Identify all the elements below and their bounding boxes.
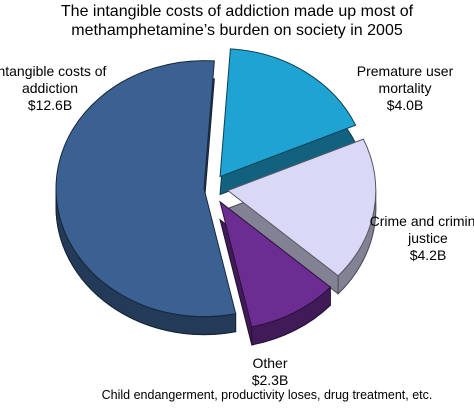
- category-label: Other: [252, 355, 288, 371]
- slice: [55, 60, 237, 318]
- slice-label: Premature user mortality $4.0B: [340, 63, 470, 114]
- note: Child endangerment, productivity loses, …: [101, 388, 433, 402]
- slice-label: Other $2.3B: [205, 355, 335, 389]
- chart-title: The intangible costs of addiction made u…: [60, 3, 414, 39]
- category-label: Intangible costs of addiction: [0, 63, 107, 96]
- slice: [219, 48, 357, 178]
- value-label: $2.3B: [251, 372, 289, 388]
- slice: [226, 138, 377, 277]
- value-label: $4.0B: [386, 97, 424, 113]
- category-label: Crime and criminal justice: [369, 213, 474, 246]
- value-label: $4.2B: [409, 247, 447, 263]
- slice-label: Crime and criminal justice$4.2B: [363, 213, 474, 264]
- value-label: $12.6B: [27, 97, 73, 113]
- slice: [219, 200, 332, 328]
- category-label: Premature user mortality: [356, 63, 454, 96]
- slice-label: Intangible costs of addiction $12.6B: [0, 63, 115, 114]
